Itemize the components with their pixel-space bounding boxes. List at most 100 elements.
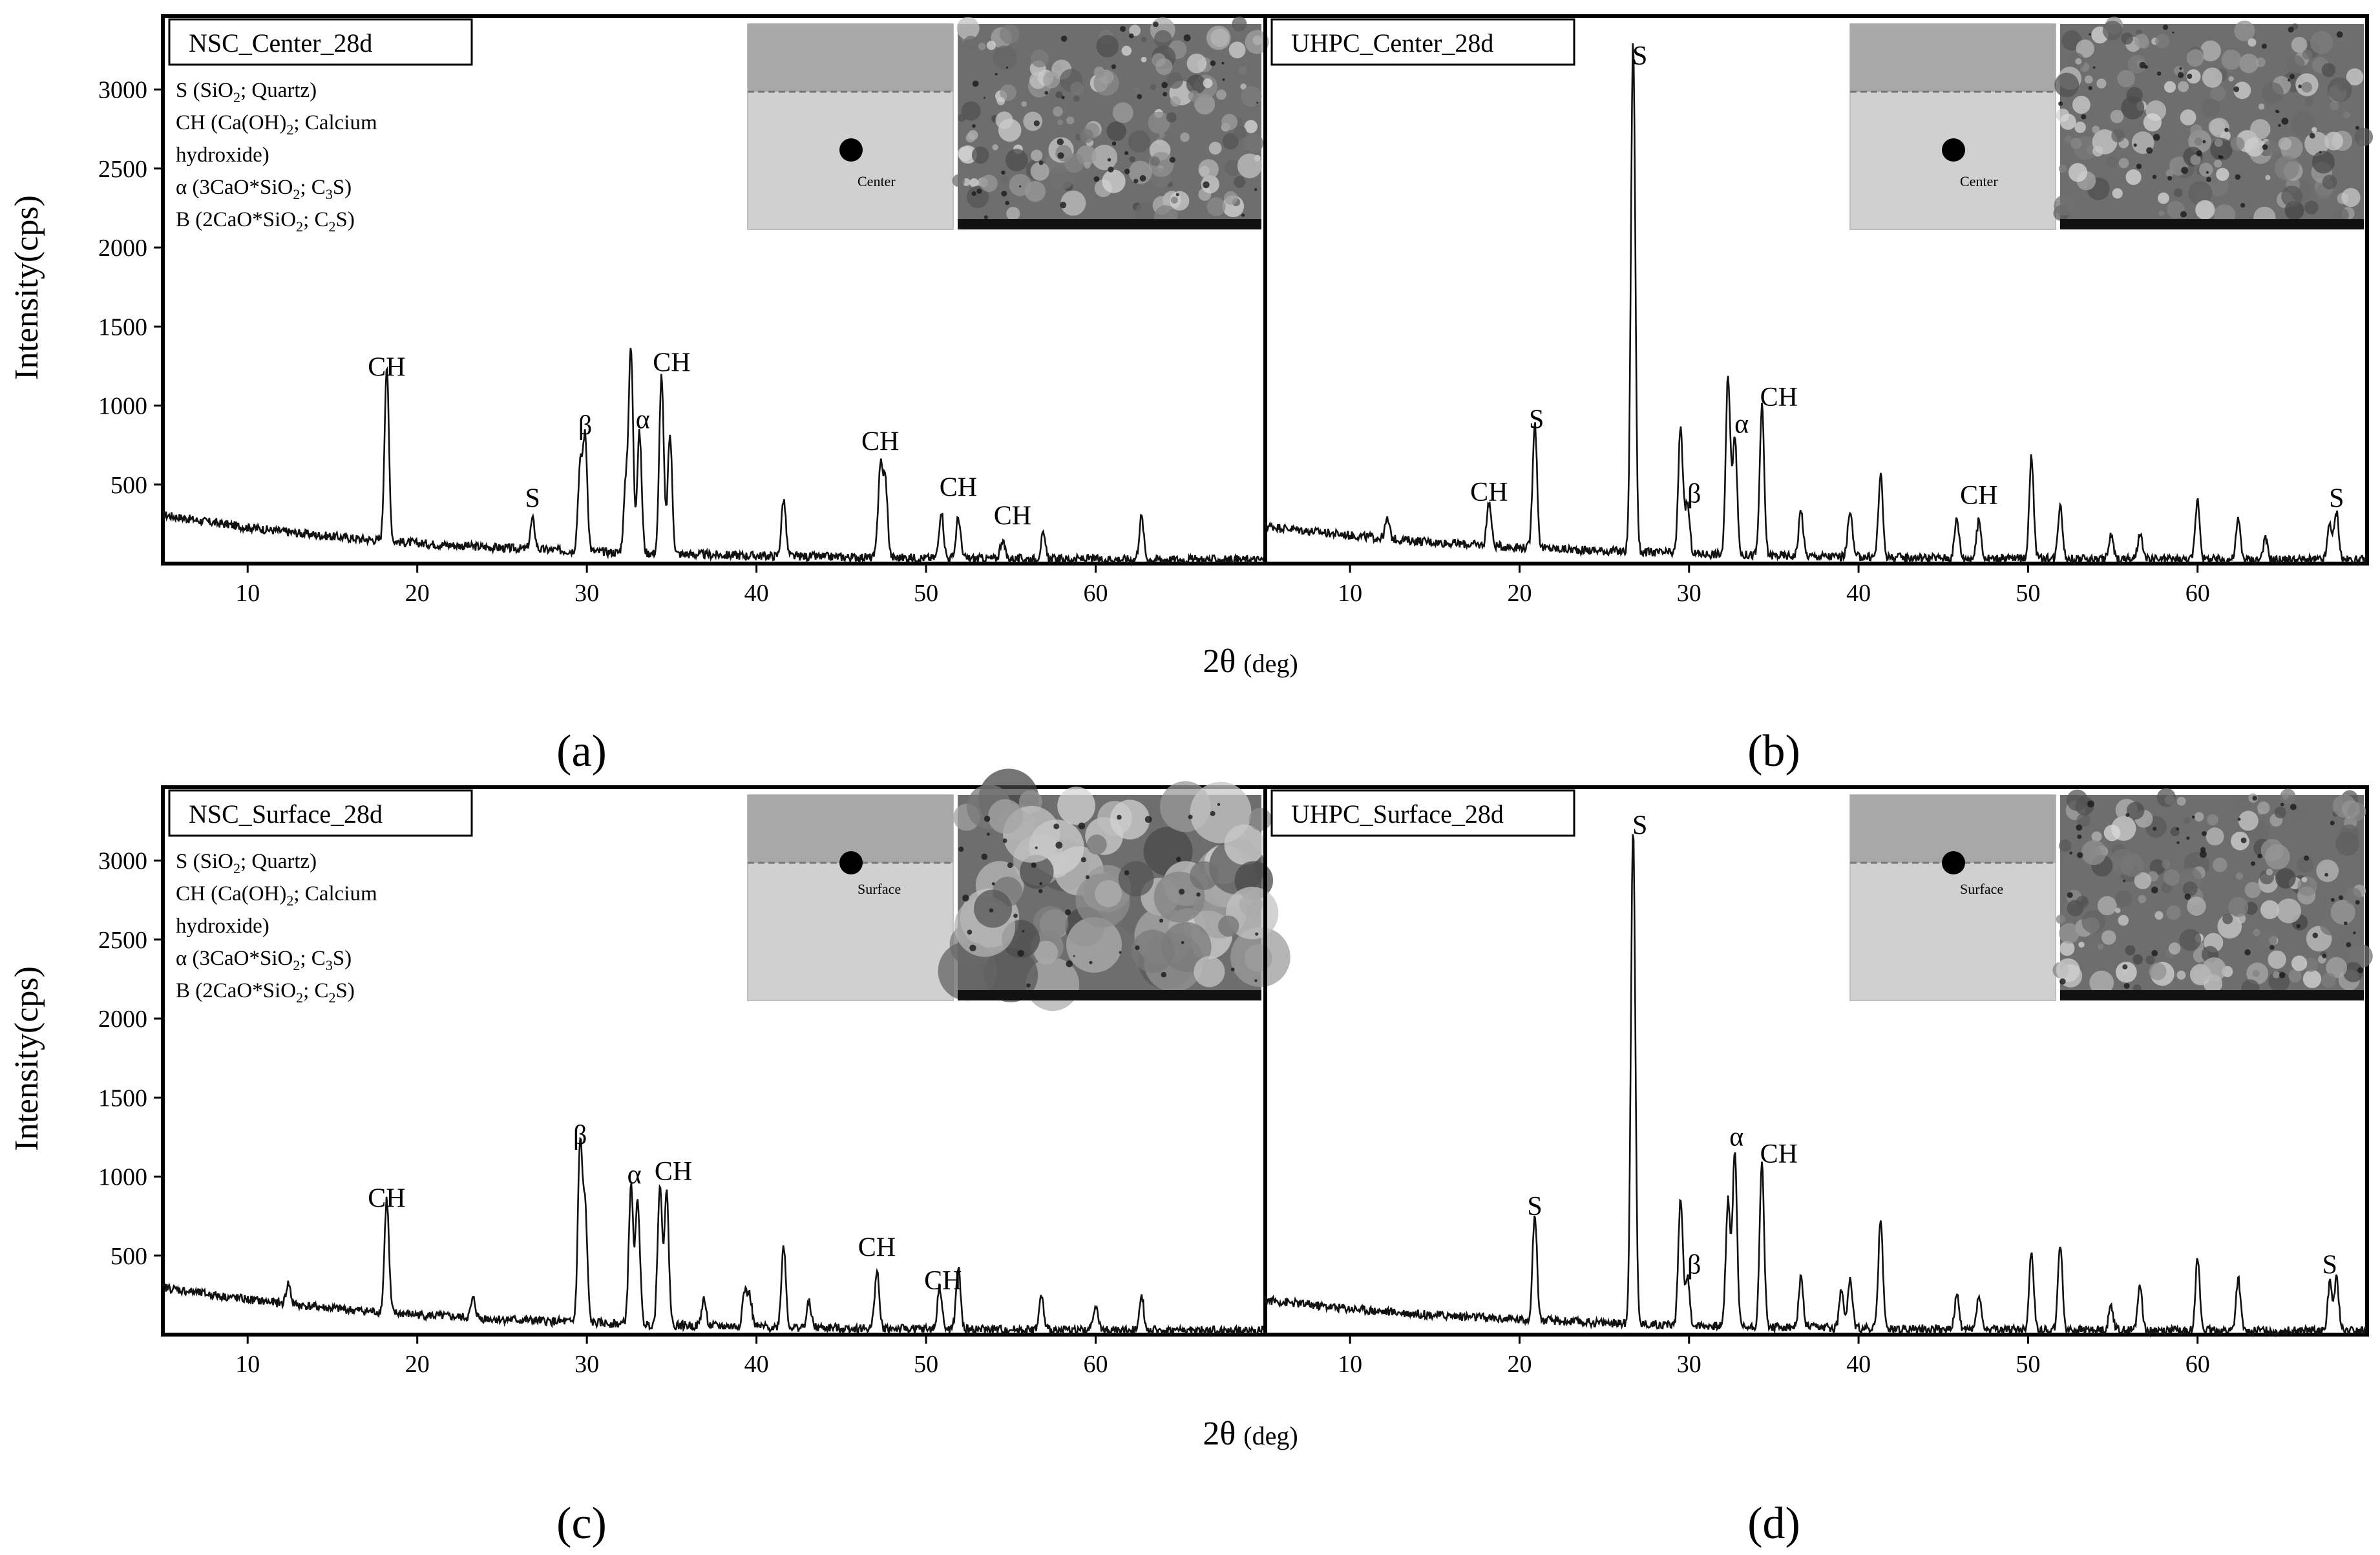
peak-annotation: CH <box>368 1184 405 1214</box>
x-axis-unit: (deg) <box>1243 649 1298 678</box>
location-label: Center <box>858 173 896 189</box>
y-tick-label: 500 <box>111 472 147 499</box>
peak-annotation: CH <box>858 1232 896 1262</box>
specimen-schematic: Surface <box>1849 794 2056 1001</box>
sem-micrograph <box>2053 16 2374 229</box>
peak-annotation: CH <box>861 427 899 457</box>
xrd-trace-4 <box>1264 834 2368 1338</box>
peak-annotation: α <box>636 405 650 434</box>
peak-annotation: CH <box>994 502 1031 531</box>
specimen-schematic: Center <box>1849 23 2056 230</box>
legend-entry: Β (2CaO*SiO2; C2S) <box>176 208 355 235</box>
x-tick-label: 30 <box>1677 580 1701 607</box>
x-tick-label: 40 <box>744 580 769 607</box>
x-tick-label: 20 <box>405 1351 430 1378</box>
y-tick-label: 3000 <box>98 77 147 104</box>
legend-entry: CH (Ca(OH)2; Calcium <box>176 882 377 909</box>
panel-title-box <box>1270 789 1575 837</box>
legend-entry: S (SiO2; Quartz) <box>176 79 317 105</box>
x-tick-label: 60 <box>1084 580 1108 607</box>
panel-title: UHPC_Center_28d <box>1291 28 1493 58</box>
panel-title-box <box>168 18 473 66</box>
y-axis-label-top: Intensity(cps) <box>8 195 45 380</box>
y-tick-label: 2500 <box>98 156 147 183</box>
plot-frame <box>1263 14 2369 566</box>
panel-title: UHPC_Surface_28d <box>1291 799 1504 829</box>
sem-micrograph <box>2052 788 2373 1000</box>
legend-entry: S (SiO2; Quartz) <box>176 850 317 876</box>
x-tick-label: 20 <box>1507 580 1532 607</box>
x-tick-label: 10 <box>1338 1351 1362 1378</box>
peak-annotation: α <box>627 1160 642 1190</box>
y-tick-label: 1500 <box>98 313 147 341</box>
panel-label-a: (a) <box>556 726 607 776</box>
peak-annotation: CH <box>1760 1139 1798 1169</box>
peak-annotation: CH <box>368 353 405 383</box>
x-tick-label: 60 <box>2185 1351 2210 1378</box>
x-tick-label: 50 <box>2016 1351 2040 1378</box>
x-tick-label: 30 <box>1677 1351 1701 1378</box>
peak-annotation: CH <box>1470 478 1508 507</box>
x-tick-label: 50 <box>914 1351 938 1378</box>
peak-annotation: S <box>1527 1192 1542 1222</box>
peak-annotation: β <box>1687 479 1701 509</box>
xrd-trace-2 <box>1264 43 2368 567</box>
legend-entry: α (3CaO*SiO2; C3S) <box>176 947 352 973</box>
x-tick-label: 50 <box>914 580 938 607</box>
y-tick-label: 1000 <box>98 1164 147 1191</box>
y-tick-label: 3000 <box>98 848 147 875</box>
x-tick-label: 40 <box>1846 1351 1871 1378</box>
xrd-trace-3 <box>162 1137 1267 1338</box>
x-axis-symbol: 2θ <box>1203 643 1236 680</box>
x-tick-label: 10 <box>235 1351 260 1378</box>
xrd-trace-1 <box>162 348 1267 567</box>
legend-entry: hydroxide) <box>176 915 269 938</box>
peak-annotation: CH <box>924 1266 962 1296</box>
panel-label-b: (b) <box>1747 726 1800 776</box>
location-label: Surface <box>858 881 901 897</box>
panel-label-d: (d) <box>1747 1499 1800 1549</box>
location-marker <box>1942 138 1965 162</box>
x-axis-label-top: 2θ (deg) <box>1203 643 1298 680</box>
y-tick-label: 2000 <box>98 235 147 262</box>
panel-uhpc-surface: 10 20 30 40 50 60 S Sβ α CH S UHPC_Surface_28d Surfa… <box>1263 785 2373 1378</box>
peak-annotation: CH <box>1960 481 1997 511</box>
legend-entry: α (3CaO*SiO2; C3S) <box>176 176 352 202</box>
peak-annotation: CH <box>1760 383 1798 412</box>
x-axis-symbol: 2θ <box>1203 1415 1236 1452</box>
y-tick-label: 2000 <box>98 1006 147 1033</box>
peak-annotation: S <box>2329 484 2344 514</box>
x-tick-label: 10 <box>235 580 260 607</box>
peak-annotation: S <box>1632 811 1647 841</box>
x-tick-label: 60 <box>1084 1351 1108 1378</box>
x-tick-label: 40 <box>744 1351 769 1378</box>
x-tick-label: 20 <box>1507 1351 1532 1378</box>
y-tick-label: 1500 <box>98 1084 147 1112</box>
panel-title-box <box>1270 18 1575 66</box>
x-tick-label: 50 <box>2016 580 2040 607</box>
x-tick-label: 10 <box>1338 580 1362 607</box>
peak-annotation: S <box>2322 1250 2337 1280</box>
x-tick-label: 60 <box>2185 580 2210 607</box>
peak-annotation: β <box>573 1121 587 1150</box>
peak-annotation: CH <box>940 473 977 503</box>
location-marker <box>1942 851 1965 874</box>
panel-uhpc-center: 10 20 30 40 50 60 S CH Sβ α CH CH S UHPC_Center_28d Ce… <box>1263 14 2374 607</box>
location-label: Surface <box>1960 881 2003 897</box>
location-marker <box>839 851 863 874</box>
x-tick-label: 30 <box>574 580 599 607</box>
peak-annotation: S <box>1632 41 1647 71</box>
specimen-schematic: Surface <box>747 794 954 1001</box>
sem-micrograph <box>952 16 1269 229</box>
y-axis-label-bottom: Intensity(cps) <box>8 966 45 1151</box>
panel-title: NSC_Surface_28d <box>189 799 383 829</box>
location-marker <box>839 138 863 162</box>
x-axis-unit: (deg) <box>1243 1421 1298 1450</box>
panel-title: NSC_Center_28d <box>189 28 372 58</box>
x-tick-label: 40 <box>1846 580 1871 607</box>
location-label: Center <box>1960 173 1998 189</box>
legend-entry: CH (Ca(OH)2; Calcium <box>176 111 377 138</box>
panel-nsc-center: 10 20 30 40 50 60 500 1000 1500 2000 2500 3000 CH Sβ α… <box>98 14 1269 607</box>
specimen-schematic: Center <box>747 23 954 230</box>
